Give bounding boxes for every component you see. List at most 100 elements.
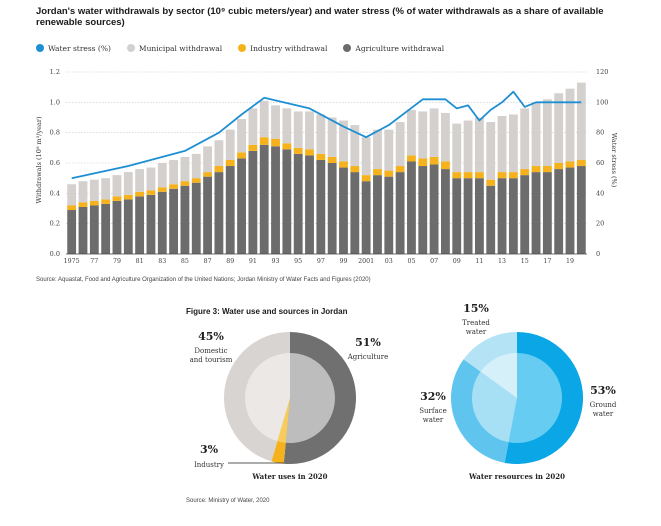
municipal-bar: [441, 112, 450, 162]
agriculture-bar: [497, 178, 507, 254]
industry-bar: [135, 191, 145, 197]
agriculture-bar: [101, 203, 111, 254]
x-tick-label: 09: [453, 258, 461, 265]
municipal-bar: [271, 105, 280, 139]
agriculture-bar: [169, 188, 179, 254]
municipal-bar: [78, 181, 88, 203]
industry-bar: [157, 187, 167, 192]
y-tick-label: 0.2: [50, 220, 60, 228]
municipal-bar: [157, 163, 167, 188]
legend-industry: Industry withdrawal: [238, 44, 327, 53]
pie2-surface-name-2: water: [423, 416, 444, 424]
agriculture-bar: [112, 200, 122, 254]
pie1-ind-pct: 3%: [200, 443, 219, 456]
water-uses-pie: [223, 332, 357, 464]
municipal-bar: [67, 184, 77, 206]
municipal-bar: [282, 108, 292, 144]
pie2-surface-pct: 32%: [420, 390, 446, 403]
industry-bar: [203, 172, 212, 177]
industry-bar: [327, 156, 337, 163]
pie-inner-slice-treated-water: [480, 353, 517, 398]
agriculture-bar: [407, 161, 416, 254]
y-tick-label: 0.0: [50, 250, 60, 258]
agriculture-bar: [225, 166, 235, 254]
municipal-bar: [316, 114, 326, 154]
municipal-bar: [508, 114, 518, 173]
industry-bar: [248, 144, 258, 151]
municipal-bar: [474, 117, 484, 173]
y-tick-label: 0.6: [50, 159, 60, 167]
y-tick-label: 1.2: [50, 68, 60, 76]
x-tick-label: 89: [226, 258, 234, 265]
pie2-ground-name-2: water: [593, 410, 614, 418]
y2-tick-label: 20: [596, 220, 604, 228]
agriculture-bar: [486, 185, 496, 254]
industry-bar: [67, 205, 77, 211]
agriculture-bar: [271, 146, 280, 254]
x-tick-label: 15: [521, 258, 529, 265]
industry-bar: [474, 172, 484, 179]
x-tick-label: 05: [407, 258, 415, 265]
agriculture-bar: [248, 150, 258, 254]
industry-swatch: [238, 44, 247, 52]
pie1-agri-pct: 51%: [355, 336, 381, 349]
agriculture-bar: [542, 172, 552, 254]
x-tick-label: 11: [475, 258, 483, 265]
pie1-dom-name-2: and tourism: [190, 356, 233, 364]
agriculture-bar: [146, 194, 156, 254]
industry-bar: [339, 161, 348, 168]
y-tick-label: 0.8: [50, 129, 60, 137]
municipal-bar: [565, 88, 575, 162]
y2-axis-label: Water stress (%): [610, 133, 618, 188]
water-resources-pie: [450, 332, 584, 464]
industry-bar: [123, 194, 133, 200]
legend-industry-label: Industry withdrawal: [250, 43, 328, 53]
agriculture-bar: [361, 181, 371, 254]
municipal-bar: [418, 111, 428, 159]
industry-bar: [78, 202, 88, 207]
municipal-bar: [395, 122, 405, 167]
agriculture-bar: [327, 163, 337, 254]
industry-bar: [497, 172, 507, 179]
legend-municipal: Municipal withdrawal: [126, 44, 222, 53]
agriculture-bar: [282, 149, 292, 254]
legend-agriculture-label: Agriculture withdrawal: [355, 43, 445, 53]
legend-water-stress: Water stress (%): [36, 44, 111, 53]
municipal-bar: [305, 111, 314, 150]
municipal-bar: [203, 146, 212, 173]
municipal-bar: [112, 175, 122, 197]
municipal-bar: [384, 129, 394, 171]
municipal-bar: [497, 115, 507, 173]
agriculture-bar: [520, 175, 530, 254]
industry-bar: [395, 166, 405, 173]
municipal-bar: [123, 172, 133, 195]
pie1-dom-pct: 45%: [198, 330, 224, 343]
agriculture-bar: [259, 144, 269, 254]
industry-bar: [316, 153, 326, 160]
municipal-bar: [293, 111, 303, 148]
agriculture-bar: [237, 158, 246, 254]
pie-inner-slice-domestic-and-tourism: [244, 353, 290, 442]
industry-bar: [441, 161, 450, 170]
pie1-dom-name-1: Domestic: [194, 347, 227, 355]
x-tick-label: 83: [158, 258, 166, 265]
municipal-bar: [237, 119, 246, 153]
agriculture-bar: [429, 164, 439, 254]
y2-tick-label: 40: [596, 189, 604, 197]
municipal-bar: [169, 159, 179, 185]
industry-bar: [271, 138, 280, 147]
agriculture-bar: [157, 191, 167, 254]
municipal-swatch: [126, 44, 135, 52]
x-tick-label: 1975: [64, 258, 80, 265]
pie2-treated-name-1: Treated: [462, 319, 490, 327]
industry-bar: [191, 178, 201, 183]
industry-bar: [237, 152, 246, 159]
municipal-bar: [135, 169, 145, 192]
agriculture-bar: [123, 199, 133, 254]
y2-tick-label: 60: [596, 159, 604, 167]
municipal-bar: [463, 120, 473, 173]
municipal-bar: [576, 82, 586, 160]
agriculture-bar: [554, 169, 564, 254]
water-stress-line: [71, 90, 582, 180]
municipal-bar: [191, 153, 201, 179]
